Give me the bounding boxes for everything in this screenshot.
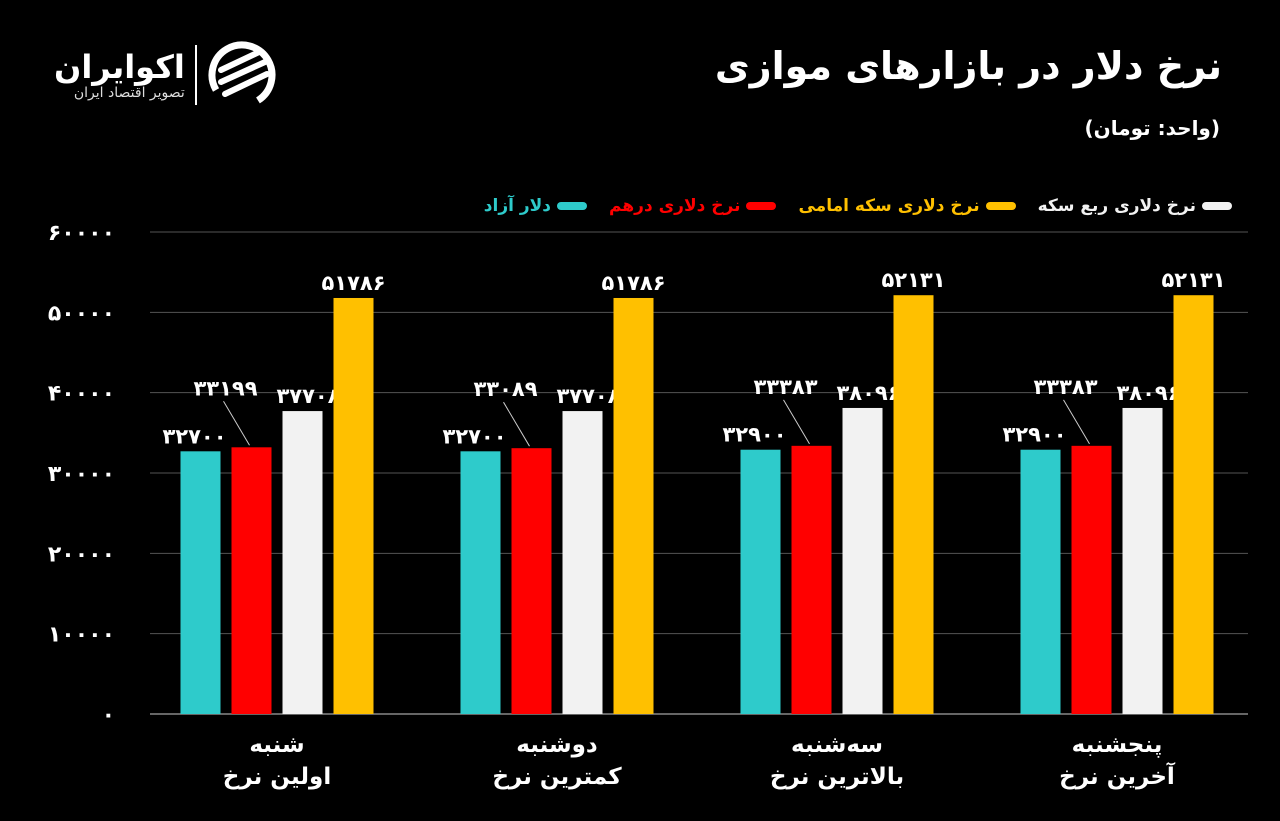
logo-mark-icon (208, 41, 276, 109)
label-leader-line (783, 399, 810, 445)
legend-swatch (985, 202, 1016, 210)
x-category-label: بالاترین نرخ (770, 764, 904, 790)
data-label: ۳۷۷۰۸ (276, 384, 340, 408)
logo-divider (194, 45, 197, 105)
legend-label: نرخ دلاری سکه امامی (798, 196, 980, 216)
legend-item: نرخ دلاری سکه امامی (798, 196, 1016, 216)
y-tick-label: ۶۰۰۰۰ (48, 221, 115, 246)
data-label: ۳۸۰۹۶ (1116, 381, 1180, 405)
y-tick-label: ۲۰۰۰۰ (48, 542, 115, 567)
bar (231, 447, 272, 714)
legend-label: دلار آزاد (483, 196, 552, 216)
x-category-label: اولین نرخ (223, 764, 331, 790)
data-label: ۵۱۷۸۶ (321, 271, 385, 295)
label-leader-line (503, 401, 530, 447)
x-category-label: کمترین نرخ (492, 764, 622, 790)
legend-item: نرخ دلاری درهم (609, 196, 777, 216)
bar (1122, 407, 1163, 714)
bar (893, 295, 934, 714)
bar (562, 411, 603, 714)
y-tick-label: ۳۰۰۰۰ (48, 462, 115, 487)
legend-label: نرخ دلاری ربع سکه (1037, 196, 1196, 216)
x-category-label: سه‌شنبه (791, 732, 883, 758)
bar (333, 297, 374, 714)
data-label: ۵۲۱۳۱ (1161, 268, 1225, 292)
x-category-label: آخرین نرخ (1059, 761, 1176, 790)
data-label: ۵۱۷۸۶ (601, 271, 665, 295)
legend-item: نرخ دلاری ربع سکه (1038, 196, 1232, 216)
legend-swatch (1202, 202, 1232, 210)
bar (1071, 445, 1112, 714)
logo-name: اکوایران (54, 48, 185, 86)
legend-label: نرخ دلاری درهم (609, 196, 741, 216)
bar (460, 451, 501, 714)
chart-title: نرخ دلار در بازارهای موازی (714, 44, 1222, 88)
data-label: ۳۲۹۰۰ (722, 423, 786, 447)
x-category-label: دوشنبه (516, 732, 598, 758)
data-label: ۳۳۱۹۹ (193, 376, 257, 400)
legend: دلار آزاد نرخ دلاری درهم نرخ دلاری سکه اما… (484, 196, 1232, 216)
data-label: ۳۷۷۰۸ (556, 384, 620, 408)
label-leader-line (1063, 399, 1090, 445)
bar (740, 449, 781, 714)
bar (180, 451, 221, 714)
data-label: ۳۲۹۰۰ (1002, 423, 1066, 447)
data-label: ۳۳۳۸۳ (1033, 375, 1097, 399)
y-tick-label: ۰ (102, 703, 115, 728)
data-label: ۳۸۰۹۶ (836, 381, 900, 405)
y-tick-label: ۱۰۰۰۰ (48, 623, 115, 648)
logo-tagline: تصویر اقتصاد ایران (73, 85, 185, 101)
logo: اکوایران تصویر اقتصاد ایران (54, 40, 277, 110)
data-label: ۳۳۰۸۹ (473, 377, 537, 401)
bar (791, 445, 832, 714)
label-leader-line (223, 401, 250, 446)
bar (1020, 449, 1061, 714)
legend-swatch (746, 202, 777, 210)
y-tick-label: ۵۰۰۰۰ (48, 301, 115, 326)
x-category-label: شنبه (249, 732, 304, 758)
x-category-label: پنجشنبه (1072, 732, 1163, 758)
bar (842, 407, 883, 714)
chart-subtitle: (واحد: تومان) (1084, 116, 1220, 140)
y-tick-label: ۴۰۰۰۰ (48, 382, 115, 407)
bar (282, 411, 323, 714)
data-label: ۳۳۳۸۳ (753, 375, 817, 399)
data-label: ۳۲۷۰۰ (442, 424, 506, 448)
legend-swatch (557, 202, 588, 210)
bar (1173, 295, 1214, 714)
legend-item: دلار آزاد (483, 196, 588, 216)
data-label: ۳۲۷۰۰ (162, 424, 226, 448)
bar (511, 448, 552, 714)
bar (613, 297, 654, 714)
data-label: ۵۲۱۳۱ (881, 268, 945, 292)
